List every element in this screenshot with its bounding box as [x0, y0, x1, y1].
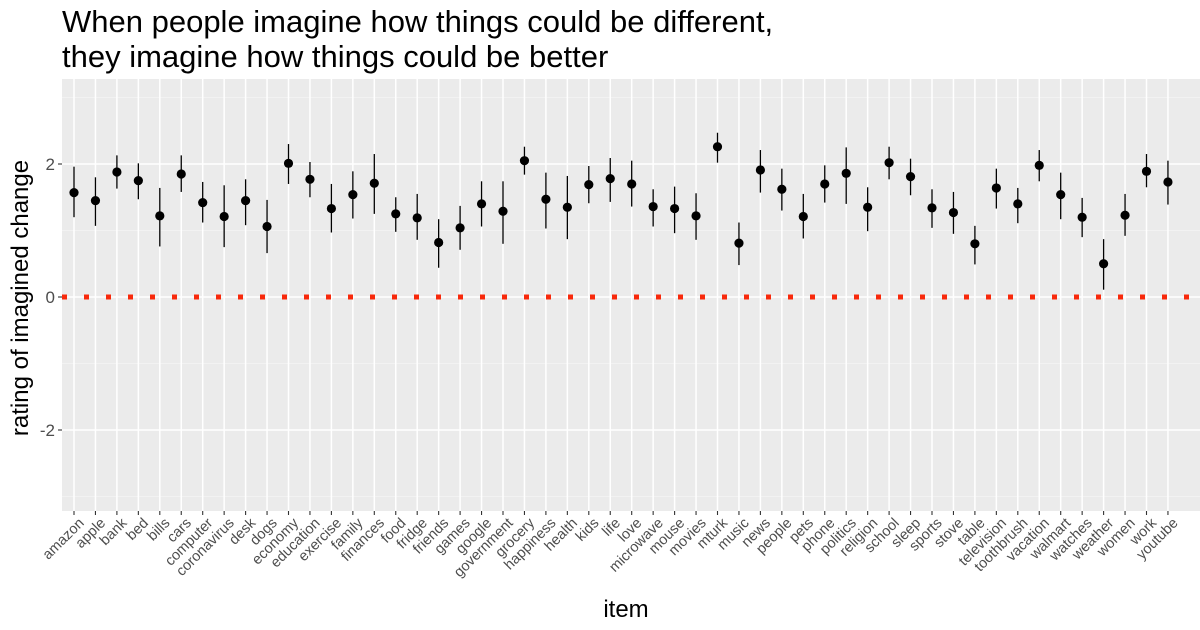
point-news	[755, 165, 766, 175]
point-cars	[176, 169, 186, 179]
point-walmart	[1056, 189, 1066, 200]
point-economy	[283, 158, 294, 168]
point-watches	[1077, 212, 1087, 222]
x-axis-title: item	[603, 596, 648, 623]
point-love	[627, 179, 637, 189]
point-amazon	[69, 187, 79, 198]
point-bank	[112, 167, 122, 177]
point-bed	[133, 176, 143, 186]
point-toothbrush	[1013, 199, 1023, 209]
y-tick-label: 2	[46, 155, 55, 174]
chart-title-line-2: they imagine how things could be better	[62, 39, 608, 74]
point-government	[498, 206, 508, 216]
point-movies	[691, 211, 701, 221]
point-family	[348, 189, 358, 200]
point-food	[391, 209, 401, 219]
point-table	[970, 239, 980, 249]
point-television	[991, 183, 1001, 193]
point-youtube	[1163, 177, 1173, 187]
point-friends	[434, 237, 444, 248]
x-tick-label-kids: kids	[573, 515, 603, 545]
point-life	[605, 174, 615, 184]
point-dogs	[262, 221, 272, 232]
point-music	[734, 238, 744, 248]
point-happiness	[541, 194, 551, 204]
point-vacation	[1034, 160, 1044, 170]
point-kids	[584, 180, 594, 190]
point-games	[455, 223, 465, 233]
point-sleep	[905, 172, 916, 182]
point-fridge	[412, 213, 422, 223]
grid-lines	[62, 79, 1200, 511]
point-religion	[863, 202, 873, 212]
point-health	[562, 202, 572, 212]
point-mouse	[670, 203, 680, 214]
y-axis: -2 0 2	[40, 155, 62, 440]
point-bills	[155, 211, 165, 221]
y-tick-label: 0	[46, 288, 55, 307]
point-mturk	[712, 142, 723, 152]
point-finances	[369, 178, 379, 188]
point-pets	[798, 211, 808, 222]
x-axis: amazonapplebankbedbillscarscomputercoron…	[40, 511, 1182, 581]
point-politics	[841, 168, 851, 178]
point-weather	[1099, 259, 1109, 269]
y-tick-label: -2	[40, 421, 55, 440]
point-stove	[948, 207, 959, 218]
point-exercise	[326, 203, 336, 214]
point-desk	[241, 195, 251, 206]
point-google	[476, 199, 487, 209]
point-sports	[927, 203, 937, 213]
point-microwave	[648, 201, 658, 212]
point-school	[884, 158, 894, 168]
point-education	[305, 174, 315, 184]
chart-title-line-1: When people imagine how things could be …	[62, 4, 773, 39]
point-phone	[820, 179, 830, 189]
point-work	[1141, 166, 1152, 176]
point-coronavirus	[219, 211, 229, 222]
point-people	[777, 184, 787, 194]
point-computer	[198, 197, 208, 208]
point-grocery	[519, 156, 530, 166]
point-apple	[90, 195, 101, 206]
y-axis-title: rating of imagined change	[7, 160, 34, 436]
data-marks	[69, 132, 1173, 290]
point-women	[1120, 210, 1130, 220]
